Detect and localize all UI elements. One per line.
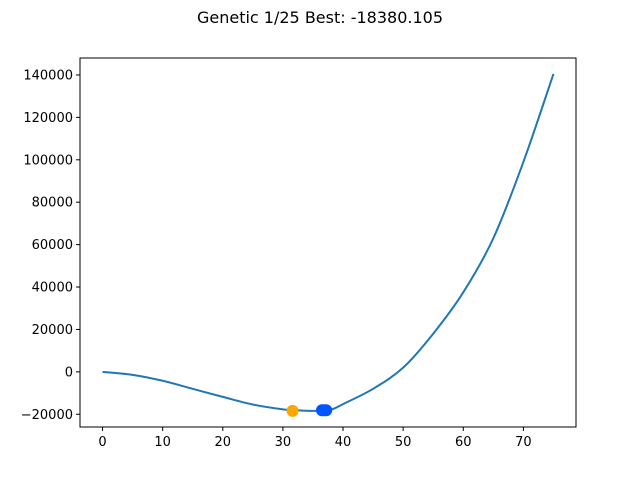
x-tick-label: 40 xyxy=(335,435,352,450)
y-tick-label: 0 xyxy=(65,365,73,380)
x-tick-label: 30 xyxy=(275,435,292,450)
markers-layer xyxy=(286,404,333,417)
data-point-marker xyxy=(286,404,299,417)
x-tick-label: 0 xyxy=(98,435,106,450)
y-tick-label: 80000 xyxy=(32,196,73,211)
y-tick-label: 140000 xyxy=(23,68,73,83)
x-tick-label: 10 xyxy=(154,435,171,450)
y-tick-label: 20000 xyxy=(32,323,73,338)
chart-title: Genetic 1/25 Best: -18380.105 xyxy=(197,8,443,27)
y-tick-label: 120000 xyxy=(23,111,73,126)
y-tick-label: 40000 xyxy=(32,281,73,296)
x-tick-label: 60 xyxy=(455,435,472,450)
y-tick-label: −20000 xyxy=(21,408,73,423)
x-tick-label: 20 xyxy=(215,435,232,450)
y-tick-label: 100000 xyxy=(23,153,73,168)
series-layer xyxy=(102,73,555,412)
x-tick-label: 70 xyxy=(515,435,532,450)
plot-frame xyxy=(79,57,577,428)
series-line xyxy=(102,73,555,412)
x-tick-label: 50 xyxy=(395,435,412,450)
axis-ticks: 0 10 20 30 40 50 60 70 −20000 0 20000 40000 60000 800… xyxy=(21,68,532,450)
y-tick-label: 60000 xyxy=(32,238,73,253)
data-point-marker xyxy=(320,404,333,417)
